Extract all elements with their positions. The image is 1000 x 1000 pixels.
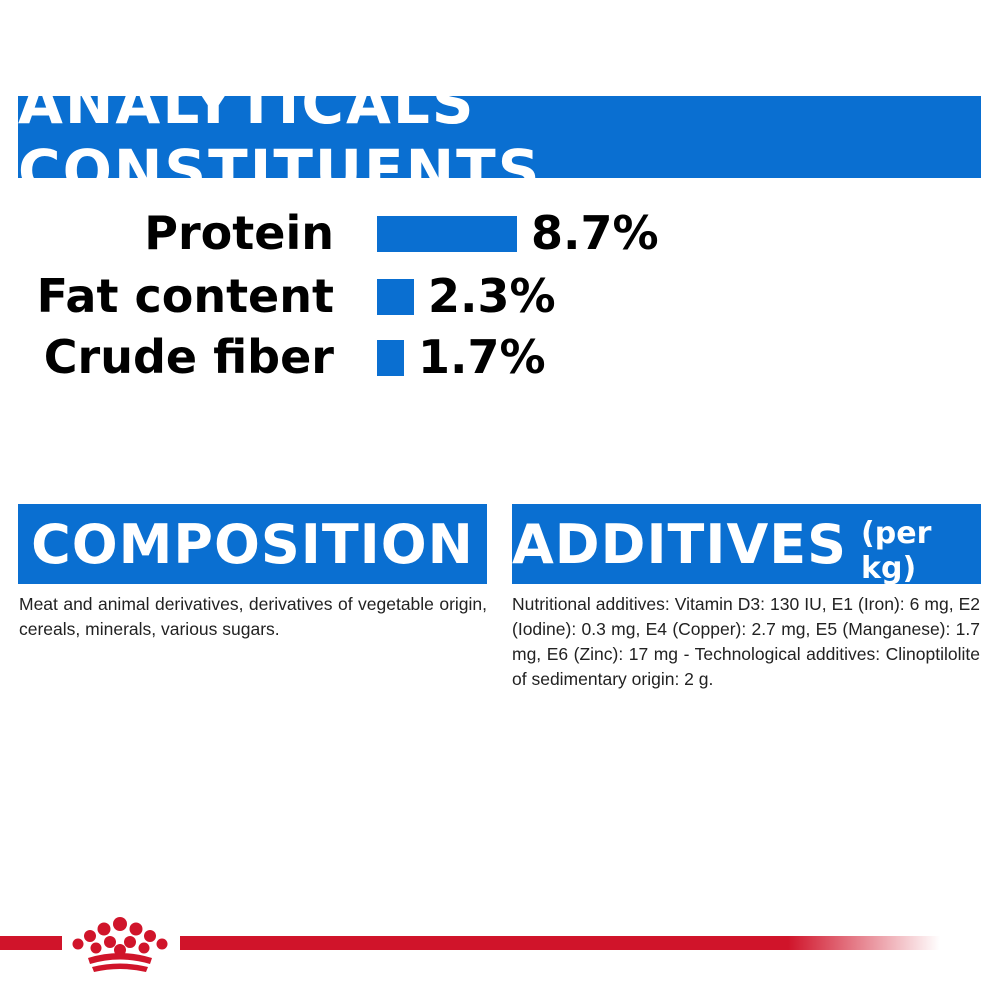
additives-title: ADDITIVES: [512, 512, 848, 576]
footer-line-left: [0, 936, 62, 950]
row-value: 1.7%: [418, 330, 546, 384]
composition-text: Meat and animal derivatives, derivatives…: [19, 594, 487, 639]
row-bar: [377, 340, 404, 376]
row-crude-fiber: Crude fiber 1.7%: [0, 327, 1000, 387]
analyticals-banner: ANALYTICALS CONSTITUENTS: [18, 69, 981, 205]
additives-banner: ADDITIVES (per kg): [512, 504, 981, 586]
composition-title: COMPOSITION: [31, 512, 474, 576]
row-label: Fat content: [36, 269, 334, 323]
footer-line-right: [180, 936, 940, 950]
row-value: 2.3%: [428, 269, 556, 323]
row-bar: [377, 279, 414, 315]
footer-red-line: [0, 936, 940, 950]
row-label: Protein: [144, 206, 334, 260]
additives-title-suffix: (per kg): [861, 516, 932, 586]
row-label: Crude fiber: [43, 330, 334, 384]
row-value: 8.7%: [531, 206, 659, 260]
row-fat-content: Fat content 2.3%: [0, 266, 1000, 326]
composition-banner: COMPOSITION: [18, 504, 487, 584]
royal-canin-crown-icon: [72, 917, 168, 972]
row-protein: Protein 8.7%: [0, 203, 1000, 263]
row-bar: [377, 216, 517, 252]
analyticals-title: ANALYTICALS CONSTITUENTS: [18, 69, 542, 205]
additives-text: Nutritional additives: Vitamin D3: 130 I…: [512, 594, 980, 689]
